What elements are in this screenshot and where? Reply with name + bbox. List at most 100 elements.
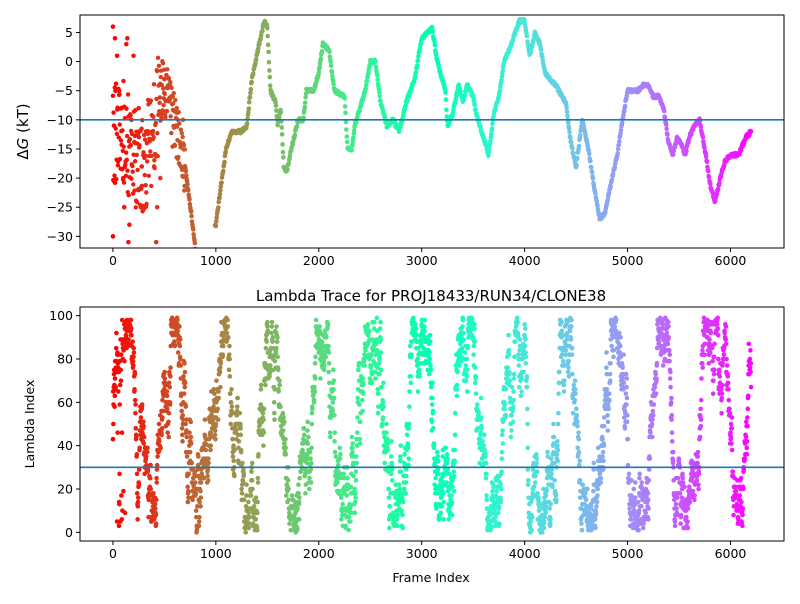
- lambda-point: [130, 358, 136, 364]
- lambda-point: [402, 452, 407, 457]
- lambda-point: [726, 397, 732, 403]
- dg-point: [160, 108, 165, 113]
- lambda-point: [593, 510, 599, 516]
- lambda-point: [529, 527, 535, 533]
- dg-point: [155, 153, 160, 159]
- lambda-point: [702, 352, 707, 357]
- lambda-point: [588, 504, 594, 509]
- lambda-point: [274, 339, 280, 344]
- dg-point: [257, 41, 262, 46]
- lambda-point: [119, 430, 125, 435]
- lambda-point: [525, 406, 530, 412]
- lambda-point: [196, 519, 202, 524]
- lambda-point: [118, 352, 124, 357]
- dg-point: [564, 109, 570, 114]
- dg-point: [491, 113, 497, 119]
- lambda-point: [196, 454, 201, 459]
- lambda-point: [511, 404, 516, 409]
- lambda-point: [472, 326, 477, 331]
- lambda-point: [626, 471, 632, 477]
- lambda-point: [721, 352, 727, 357]
- dg-point: [247, 94, 253, 100]
- lambda-point: [240, 480, 246, 485]
- lambda-point: [635, 499, 641, 505]
- dg-point: [714, 191, 720, 197]
- dg-point: [127, 137, 133, 142]
- dg-point: [124, 106, 129, 111]
- lambda-point: [133, 402, 138, 407]
- lambda-point: [427, 356, 433, 362]
- lambda-point: [559, 319, 564, 325]
- lambda-point: [349, 434, 355, 440]
- lambda-point: [452, 447, 458, 453]
- dg-point: [416, 54, 421, 59]
- lambda-point: [699, 376, 704, 381]
- lambda-point: [464, 356, 470, 362]
- lambda-point: [253, 495, 259, 500]
- lambda-point: [413, 332, 419, 338]
- lambda-point: [331, 395, 337, 401]
- lambda-point: [651, 402, 657, 407]
- lambda-point: [128, 326, 134, 331]
- lambda-point: [206, 460, 211, 466]
- lambda-point: [576, 430, 581, 435]
- lambda-point: [434, 449, 440, 455]
- lambda-point: [748, 384, 754, 390]
- lambda-point: [162, 376, 168, 381]
- lambda-point: [719, 395, 725, 401]
- dg-point: [461, 97, 467, 102]
- lambda-point: [403, 491, 408, 496]
- dg-point: [490, 121, 495, 127]
- lambda-point: [672, 519, 678, 524]
- lambda-point: [319, 339, 325, 344]
- lambda-point: [415, 356, 420, 362]
- lambda-point: [463, 363, 469, 368]
- dg-point: [444, 114, 450, 119]
- lambda-point: [441, 499, 447, 505]
- lambda-point: [220, 352, 226, 357]
- lambda-point: [301, 436, 306, 442]
- lambda-point: [481, 432, 487, 438]
- lambda-point: [255, 510, 260, 516]
- lambda-point: [388, 454, 394, 459]
- dg-point: [565, 113, 570, 118]
- lambda-point: [502, 406, 507, 412]
- lambda-point: [710, 391, 716, 396]
- dg-point: [523, 30, 529, 35]
- lambda-point: [189, 460, 195, 466]
- dg-point: [217, 191, 223, 197]
- lambda-point: [572, 397, 578, 403]
- dg-point: [110, 234, 116, 239]
- lambda-point: [355, 415, 360, 420]
- y-tick-label: −30: [47, 229, 73, 244]
- dg-point: [132, 188, 137, 193]
- lambda-point: [692, 493, 697, 498]
- lambda-point: [338, 452, 343, 457]
- lambda-point: [516, 352, 521, 357]
- dg-point: [190, 227, 196, 232]
- lambda-point: [511, 376, 517, 381]
- lambda-point: [275, 335, 280, 340]
- lambda-point: [154, 497, 159, 503]
- lambda-point: [309, 445, 314, 451]
- lambda-point: [369, 352, 374, 357]
- lambda-point: [228, 421, 233, 427]
- dg-point: [128, 113, 133, 118]
- lambda-point: [361, 380, 366, 386]
- dg-point: [700, 134, 706, 140]
- lambda-point: [146, 497, 152, 503]
- lambda-point: [367, 337, 372, 342]
- lambda-point: [620, 376, 626, 381]
- lambda-point: [282, 441, 287, 446]
- dg-axes-frame: [79, 14, 785, 249]
- lambda-point: [345, 475, 350, 481]
- dg-point: [577, 132, 583, 138]
- lambda-point: [667, 352, 673, 357]
- lambda-point: [685, 525, 691, 531]
- dg-point: [182, 147, 188, 152]
- lambda-point: [408, 374, 413, 379]
- lambda-point: [727, 410, 733, 416]
- dg-point: [489, 126, 495, 131]
- lambda-point: [451, 473, 457, 479]
- lambda-point: [685, 519, 690, 524]
